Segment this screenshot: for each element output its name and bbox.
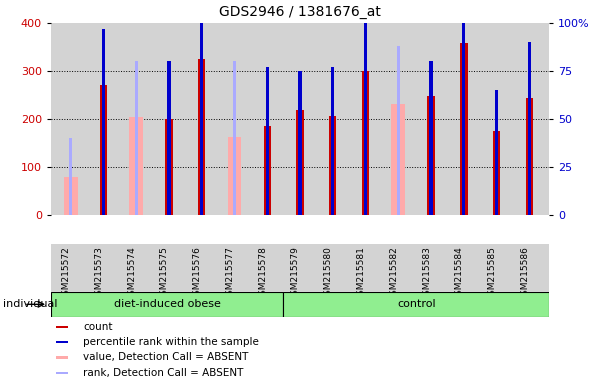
Text: value, Detection Call = ABSENT: value, Detection Call = ABSENT (83, 353, 249, 362)
Bar (493, 131, 500, 215)
Bar (51, 292, 283, 317)
Text: percentile rank within the sample: percentile rank within the sample (83, 337, 259, 347)
Text: GSM215576: GSM215576 (193, 246, 202, 301)
Text: GSM215580: GSM215580 (324, 246, 333, 301)
Bar (198, 59, 205, 215)
Bar (263, 126, 271, 215)
Bar (56, 341, 68, 343)
Bar (298, 71, 302, 215)
Text: GSM215585: GSM215585 (488, 246, 497, 301)
Text: GSM215579: GSM215579 (291, 246, 300, 301)
Text: control: control (397, 299, 436, 310)
Bar (134, 61, 138, 215)
Text: GSM215586: GSM215586 (520, 246, 529, 301)
Text: individual: individual (3, 299, 58, 310)
Bar (200, 0, 203, 215)
Text: GSM215574: GSM215574 (127, 246, 136, 301)
Bar (460, 43, 467, 215)
Bar (64, 177, 77, 215)
Text: diet-induced obese: diet-induced obese (114, 299, 221, 310)
Bar (329, 116, 337, 215)
Bar (296, 111, 304, 215)
Text: GSM215577: GSM215577 (226, 246, 235, 301)
Text: GSM215578: GSM215578 (258, 246, 267, 301)
Bar (526, 98, 533, 215)
Text: GSM215581: GSM215581 (356, 246, 365, 301)
Bar (167, 61, 170, 215)
Bar (462, 13, 466, 215)
Bar (528, 42, 531, 215)
Text: GSM215582: GSM215582 (389, 246, 398, 301)
Bar (364, 23, 367, 215)
Bar (56, 326, 68, 328)
Bar (266, 67, 269, 215)
Text: GSM215584: GSM215584 (455, 246, 464, 301)
Bar (362, 71, 369, 215)
Bar (495, 90, 498, 215)
Bar (130, 117, 143, 215)
Bar (102, 29, 105, 215)
Bar (100, 86, 107, 215)
Bar (331, 67, 334, 215)
Bar (56, 356, 68, 359)
Bar (391, 104, 405, 215)
Bar (69, 138, 72, 215)
Text: GSM215575: GSM215575 (160, 246, 169, 301)
Bar (397, 46, 400, 215)
Text: GSM215573: GSM215573 (94, 246, 103, 301)
Text: GSM215572: GSM215572 (62, 246, 71, 301)
Bar (233, 61, 236, 215)
Bar (56, 372, 68, 374)
Bar (227, 137, 241, 215)
Title: GDS2946 / 1381676_at: GDS2946 / 1381676_at (219, 5, 381, 19)
Bar (283, 292, 549, 317)
Text: GSM215583: GSM215583 (422, 246, 431, 301)
Text: rank, Detection Call = ABSENT: rank, Detection Call = ABSENT (83, 368, 244, 378)
Bar (427, 96, 435, 215)
Bar (165, 119, 173, 215)
Text: count: count (83, 322, 113, 332)
Bar (430, 61, 433, 215)
